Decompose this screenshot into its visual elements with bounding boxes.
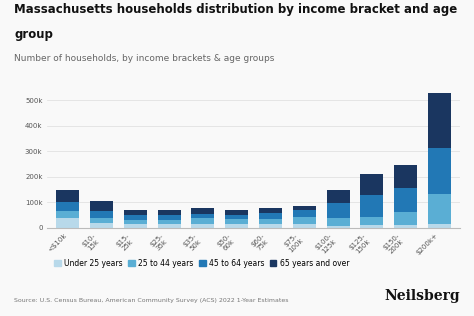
Bar <box>157 215 181 220</box>
Bar <box>90 211 113 218</box>
Bar <box>360 195 383 217</box>
Text: Neilsberg: Neilsberg <box>384 289 460 303</box>
Bar <box>124 215 147 220</box>
Bar <box>225 224 248 228</box>
Bar <box>394 165 417 188</box>
Bar <box>191 214 214 218</box>
Bar <box>56 211 79 218</box>
Bar <box>360 226 383 228</box>
Bar <box>428 194 451 224</box>
Text: Source: U.S. Census Bureau, American Community Survey (ACS) 2022 1-Year Estimate: Source: U.S. Census Bureau, American Com… <box>14 298 289 303</box>
Bar <box>293 217 316 224</box>
Bar <box>327 190 350 203</box>
Bar <box>259 224 282 228</box>
Bar <box>394 212 417 225</box>
Bar <box>225 210 248 215</box>
Bar <box>124 224 147 228</box>
Bar <box>225 219 248 224</box>
Bar <box>327 218 350 226</box>
Bar <box>428 148 451 194</box>
Bar <box>259 208 282 214</box>
Bar <box>360 217 383 226</box>
Bar <box>124 220 147 224</box>
Bar <box>259 214 282 219</box>
Bar <box>428 93 451 148</box>
Bar <box>124 210 147 215</box>
Bar <box>191 224 214 228</box>
Bar <box>293 210 316 217</box>
Bar <box>157 220 181 224</box>
Bar <box>293 206 316 210</box>
Bar <box>90 218 113 223</box>
Bar <box>191 218 214 224</box>
Bar <box>293 224 316 228</box>
Bar <box>90 201 113 211</box>
Bar <box>327 226 350 228</box>
Bar <box>157 210 181 215</box>
Bar <box>90 223 113 228</box>
Bar <box>394 188 417 212</box>
Bar <box>56 218 79 228</box>
Bar <box>56 202 79 211</box>
Text: group: group <box>14 28 53 41</box>
Bar <box>191 208 214 214</box>
Bar <box>394 225 417 228</box>
Legend: Under 25 years, 25 to 44 years, 45 to 64 years, 65 years and over: Under 25 years, 25 to 44 years, 45 to 64… <box>51 256 352 271</box>
Bar <box>428 224 451 228</box>
Bar <box>327 203 350 218</box>
Bar <box>360 174 383 195</box>
Text: Massachusetts households distribution by income bracket and age: Massachusetts households distribution by… <box>14 3 457 16</box>
Text: Number of households, by income brackets & age groups: Number of households, by income brackets… <box>14 54 274 63</box>
Bar <box>157 224 181 228</box>
Bar <box>225 215 248 219</box>
Bar <box>56 190 79 202</box>
Bar <box>259 219 282 224</box>
